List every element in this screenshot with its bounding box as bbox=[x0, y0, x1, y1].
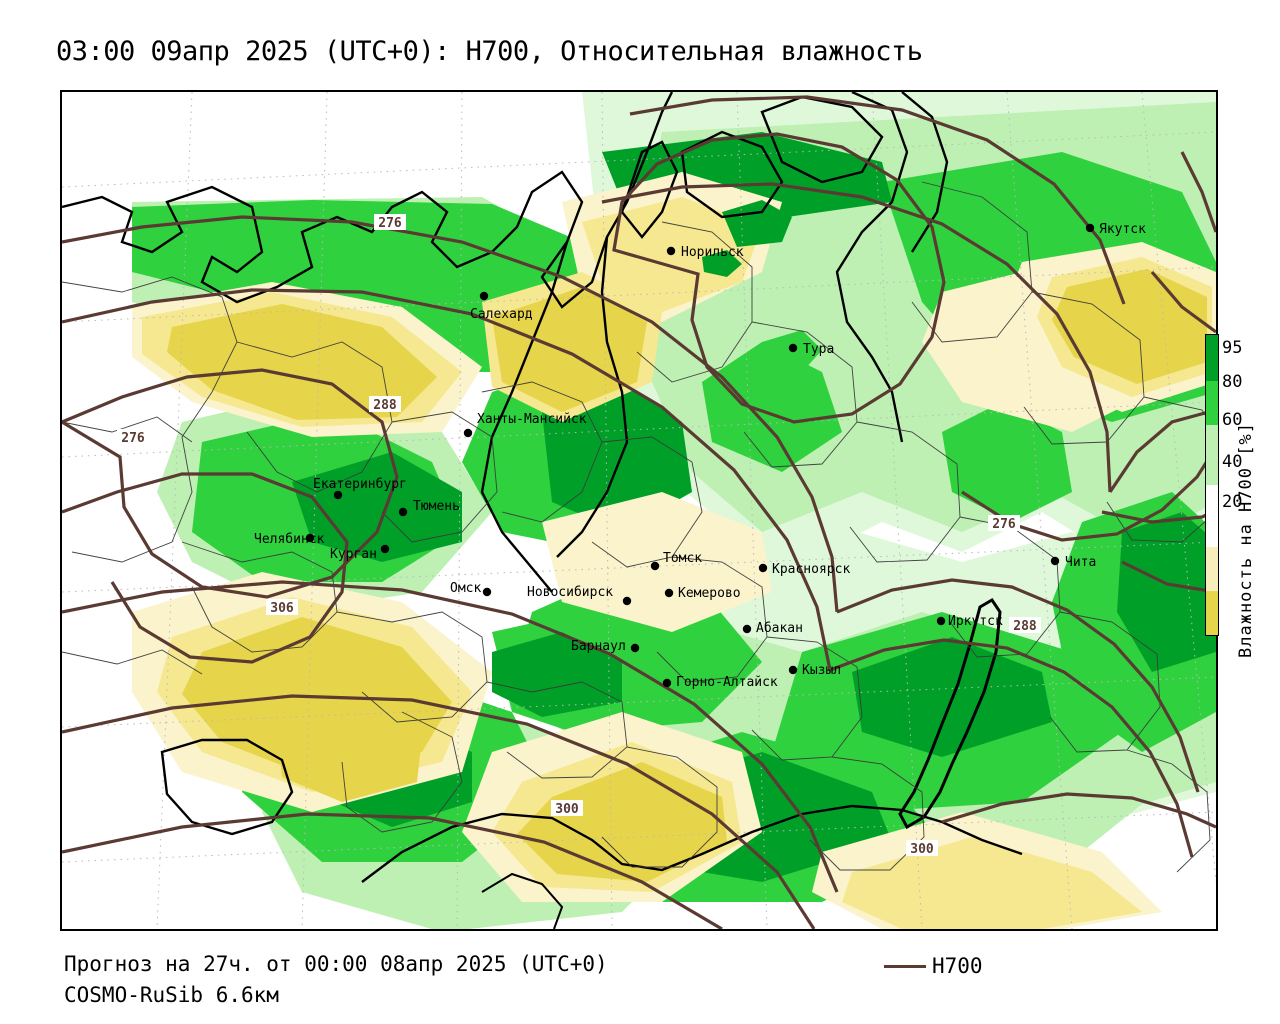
coastlines bbox=[62, 92, 1023, 929]
city-dot bbox=[398, 507, 408, 517]
colorbar[interactable] bbox=[1205, 334, 1219, 636]
colorbar-tick-60: 60 bbox=[1222, 410, 1243, 430]
city-dot bbox=[758, 563, 768, 573]
contour-labels: 276 288 276 306 276 288 300 300 bbox=[117, 214, 1041, 857]
colorbar-band-80 bbox=[1206, 381, 1218, 425]
contour-label: 276 bbox=[121, 431, 145, 446]
contour-label: 288 bbox=[373, 398, 397, 413]
city-dot bbox=[482, 587, 492, 597]
city-dot bbox=[622, 596, 632, 606]
contour-label-bg bbox=[117, 429, 149, 445]
map-frame[interactable]: 276 288 276 306 276 288 300 300 Якутск Норильск С… bbox=[60, 90, 1218, 931]
city-dot bbox=[662, 678, 672, 688]
colorbar-ticks: 95 80 60 40 20 bbox=[1222, 330, 1262, 650]
city-dot bbox=[1050, 556, 1060, 566]
colorbar-band-0 bbox=[1206, 591, 1218, 635]
colorbar-tick-80: 80 bbox=[1222, 372, 1243, 392]
city-label: Тура bbox=[803, 342, 834, 357]
contour-label: 276 bbox=[378, 216, 402, 231]
city-dot bbox=[463, 428, 473, 438]
city-label: Челябинск bbox=[254, 532, 325, 547]
h700-legend-line bbox=[884, 965, 926, 968]
city-label: Новосибирск bbox=[527, 585, 613, 600]
colorbar-tick-95: 95 bbox=[1222, 338, 1243, 358]
city-dot bbox=[664, 588, 674, 598]
city-label: Иркутск bbox=[948, 614, 1003, 629]
city-label: Салехард bbox=[470, 307, 533, 322]
city-label: Ханты-Мансийск bbox=[477, 412, 587, 427]
city-label: Барнаул bbox=[571, 639, 626, 654]
city-dot bbox=[333, 490, 343, 500]
city-dot bbox=[479, 291, 489, 301]
city-label: Норильск bbox=[681, 245, 744, 260]
contour-label-bg bbox=[266, 599, 298, 615]
graticule bbox=[62, 92, 1216, 929]
city-markers: Якутск Норильск Салехард Тура Ханты-Мансийск… bbox=[254, 222, 1146, 690]
h700-legend-label: H700 bbox=[932, 954, 983, 978]
city-dot bbox=[650, 561, 660, 571]
colorbar-band-40 bbox=[1206, 485, 1218, 547]
city-label: Тюмень bbox=[413, 499, 460, 514]
colorbar-band-95 bbox=[1206, 335, 1218, 381]
contour-label-bg bbox=[988, 515, 1020, 531]
contour-label: 306 bbox=[270, 601, 294, 616]
contour-label: 300 bbox=[910, 842, 934, 857]
city-label: Екатеринбург bbox=[313, 477, 407, 492]
contour-label-bg bbox=[374, 214, 406, 230]
city-dot bbox=[305, 533, 315, 543]
map-canvas[interactable]: 276 288 276 306 276 288 300 300 Якутск Норильск С… bbox=[62, 92, 1216, 929]
contour-label-bg bbox=[1009, 617, 1041, 633]
city-label: Омск bbox=[450, 581, 481, 596]
contour-label: 276 bbox=[992, 517, 1016, 532]
model-info-line: COSMO-RuSib 6.6км bbox=[64, 983, 279, 1007]
city-dot bbox=[380, 544, 390, 554]
city-dot bbox=[788, 343, 798, 353]
h700-contours bbox=[62, 95, 1216, 929]
city-dot bbox=[788, 665, 798, 675]
colorbar-axis-label: Влажность на H700 [%] bbox=[1236, 422, 1256, 658]
city-label: Кызыл bbox=[802, 663, 841, 678]
city-label: Горно-Алтайск bbox=[676, 675, 778, 690]
colorbar-tick-40: 40 bbox=[1222, 452, 1243, 472]
city-label: Якутск bbox=[1099, 222, 1146, 237]
city-dot bbox=[666, 246, 676, 256]
city-dot bbox=[936, 616, 946, 626]
contour-label-bg bbox=[369, 396, 401, 412]
city-label: Курган bbox=[330, 547, 377, 562]
city-dot bbox=[1085, 223, 1095, 233]
contour-label-bg bbox=[551, 800, 583, 816]
city-label: Томск bbox=[663, 551, 702, 566]
contour-label-bg bbox=[906, 840, 938, 856]
humidity-field bbox=[132, 92, 1216, 929]
city-label: Абакан bbox=[756, 621, 803, 636]
city-label: Красноярск bbox=[772, 562, 850, 577]
city-label: Чита bbox=[1065, 555, 1096, 570]
contour-label: 288 bbox=[1013, 619, 1037, 634]
city-dot bbox=[630, 643, 640, 653]
city-dot bbox=[742, 624, 752, 634]
colorbar-tick-20: 20 bbox=[1222, 492, 1243, 512]
page-title: 03:00 09апр 2025 (UTC+0): H700, Относите… bbox=[56, 36, 923, 67]
city-label: Кемерово bbox=[678, 586, 741, 601]
forecast-info-line: Прогноз на 27ч. от 00:00 08апр 2025 (UTC… bbox=[64, 952, 608, 976]
colorbar-band-60 bbox=[1206, 425, 1218, 485]
colorbar-band-20 bbox=[1206, 547, 1218, 591]
contour-label: 300 bbox=[555, 802, 579, 817]
